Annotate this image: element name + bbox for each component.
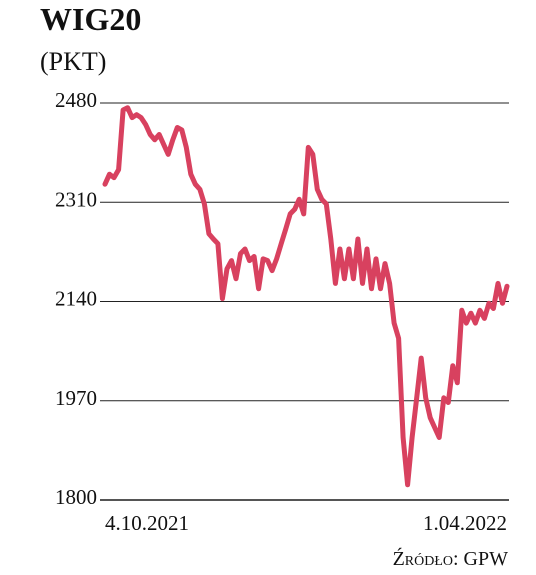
chart-title: WIG20 (40, 1, 141, 37)
y-tick-label: 1970 (55, 386, 97, 410)
y-tick-label: 1800 (55, 485, 97, 509)
x-tick-label: 1.04.2022 (423, 511, 507, 535)
y-tick-label: 2480 (55, 88, 97, 112)
line (102, 105, 510, 488)
x-tick-label: 4.10.2021 (105, 511, 189, 535)
chart-subtitle: (PKT) (40, 47, 106, 76)
y-tick-label: 2140 (55, 287, 97, 311)
source: Źródło: GPW (393, 547, 509, 570)
y-tick-label: 2310 (55, 187, 97, 211)
